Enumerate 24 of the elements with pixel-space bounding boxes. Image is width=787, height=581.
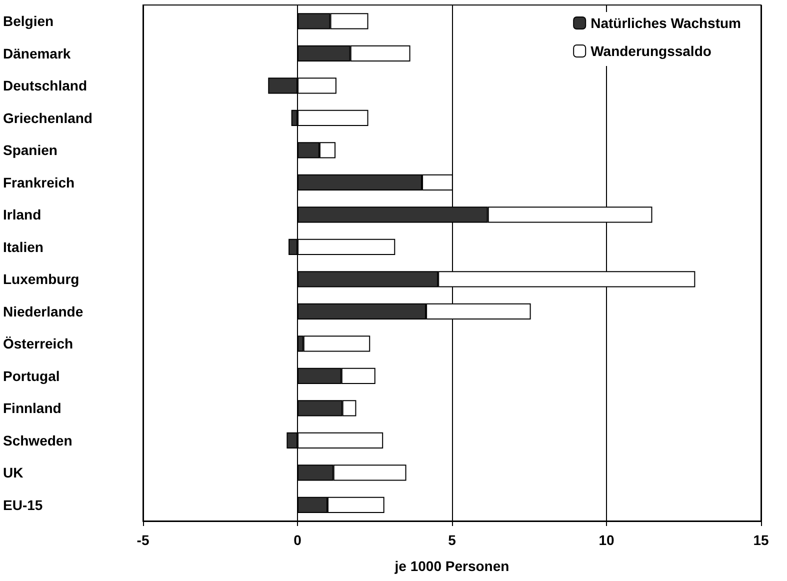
y-tick-label: Spanien xyxy=(3,142,58,158)
x-tick-label: -5 xyxy=(136,532,150,548)
y-tick-label: Niederlande xyxy=(3,303,84,320)
x-tick-label: 10 xyxy=(598,532,614,548)
legend-label: Wanderungssaldo xyxy=(590,43,712,59)
y-tick-label: Luxemburg xyxy=(3,271,80,288)
legend-label: Natürliches Wachstum xyxy=(590,15,741,31)
y-tick-label: Irland xyxy=(3,206,42,223)
x-tick-label: 15 xyxy=(753,532,769,548)
y-tick-label: UK xyxy=(3,464,24,481)
y-tick-label: Italien xyxy=(3,238,44,255)
y-tick-label: EU-15 xyxy=(3,496,43,513)
x-tick-label: 0 xyxy=(294,532,302,548)
y-tick-label: Schweden xyxy=(3,432,72,448)
x-axis-title: je 1000 Personen xyxy=(394,558,510,574)
y-tick-label: Portugal xyxy=(3,368,60,384)
y-tick-label: Griechenland xyxy=(3,110,92,126)
y-tick-label: Dänemark xyxy=(3,45,71,62)
y-tick-label: Finnland xyxy=(3,400,62,416)
x-tick-label: 5 xyxy=(448,532,456,548)
y-tick-label: Frankreich xyxy=(3,174,75,190)
y-tick-label: Belgien xyxy=(3,13,54,30)
y-tick-label: Deutschland xyxy=(3,78,88,94)
y-tick-label: Österreich xyxy=(3,336,74,352)
